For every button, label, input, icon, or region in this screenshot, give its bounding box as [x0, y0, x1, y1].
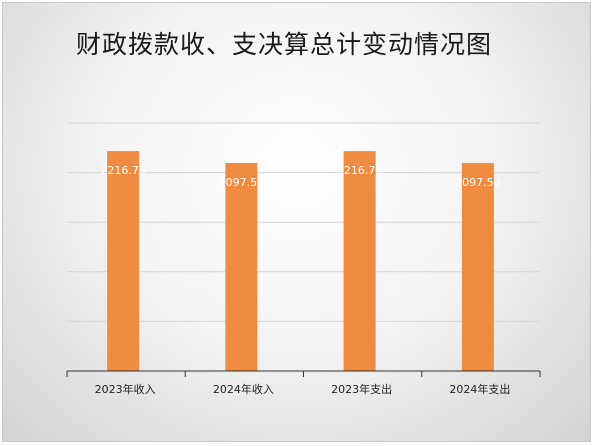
category-label: 2023年收入 [95, 382, 156, 396]
data-label: 2216.75 [337, 164, 383, 177]
bar [343, 151, 376, 371]
bar [107, 151, 140, 371]
category-label: 2023年支出 [331, 382, 392, 396]
bar [225, 162, 258, 371]
data-label: 2097.59 [219, 176, 265, 189]
bar [461, 162, 494, 371]
category-label: 2024年收入 [213, 382, 274, 396]
category-label: 2024年支出 [449, 382, 510, 396]
data-label: 2216.75 [100, 164, 146, 177]
chart-title: 财政拨款收、支决算总计变动情况图 [75, 30, 492, 59]
chart-frame: 财政拨款收、支决算总计变动情况图 2216.75 2023年收入 2097.59 20… [2, 2, 591, 442]
data-label: 2097.59 [455, 176, 501, 189]
plot-area: 2216.75 2023年收入 2097.59 2024年收入 2216.75 2023年… [66, 122, 541, 396]
